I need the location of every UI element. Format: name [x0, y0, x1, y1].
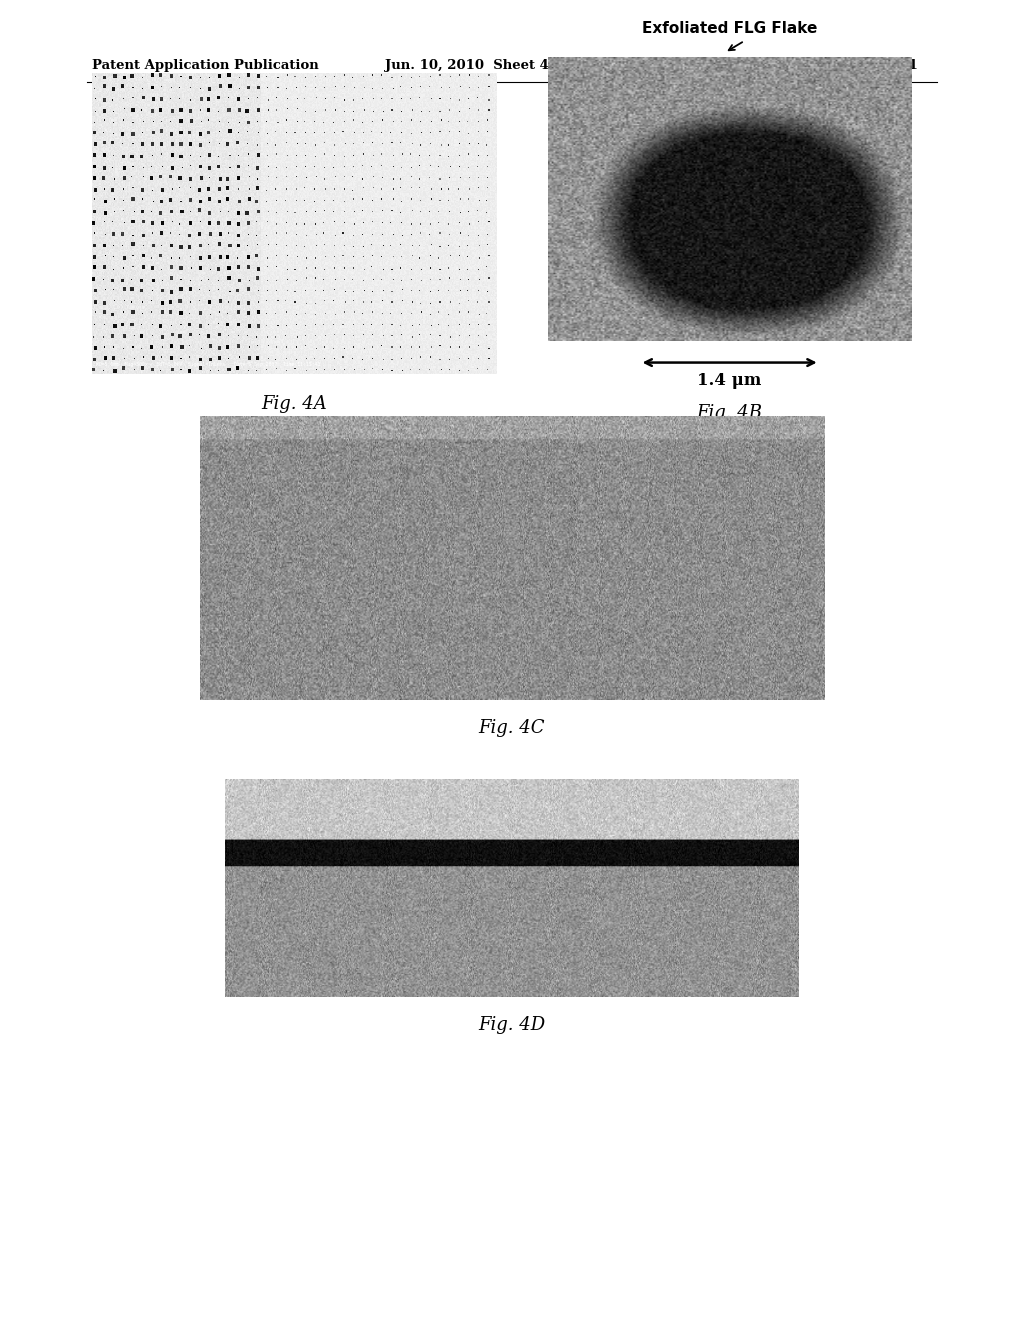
Text: Exfoliated/Printed FLG: Exfoliated/Printed FLG — [255, 968, 413, 981]
Text: 18 nm: 18 nm — [451, 800, 494, 813]
Text: Fig. 4C: Fig. 4C — [479, 718, 545, 737]
Text: WD=5.0mm  Mag=500x   EHT=5.0kV  Signal=InLens   Date:5 Sep 2007  Time:11:15:43: WD=5.0mm Mag=500x EHT=5.0kV Signal=InLen… — [96, 362, 321, 367]
Text: Fig. 4A: Fig. 4A — [261, 395, 327, 413]
Text: 18 nm: 18 nm — [470, 565, 514, 578]
Text: Exfoliated/Printed FLG: Exfoliated/Printed FLG — [224, 440, 374, 453]
Text: Jun. 10, 2010  Sheet 4 of 6: Jun. 10, 2010 Sheet 4 of 6 — [385, 58, 582, 71]
Text: 1.4 μm: 1.4 μm — [697, 372, 762, 389]
Text: Fig. 4B: Fig. 4B — [696, 404, 763, 421]
Text: US 2010/0140219 A1: US 2010/0140219 A1 — [762, 58, 918, 71]
Text: Fig. 4D: Fig. 4D — [478, 1015, 546, 1034]
Text: Patent Application Publication: Patent Application Publication — [92, 58, 318, 71]
Text: Exfoliated FLG Flake: Exfoliated FLG Flake — [642, 21, 817, 36]
